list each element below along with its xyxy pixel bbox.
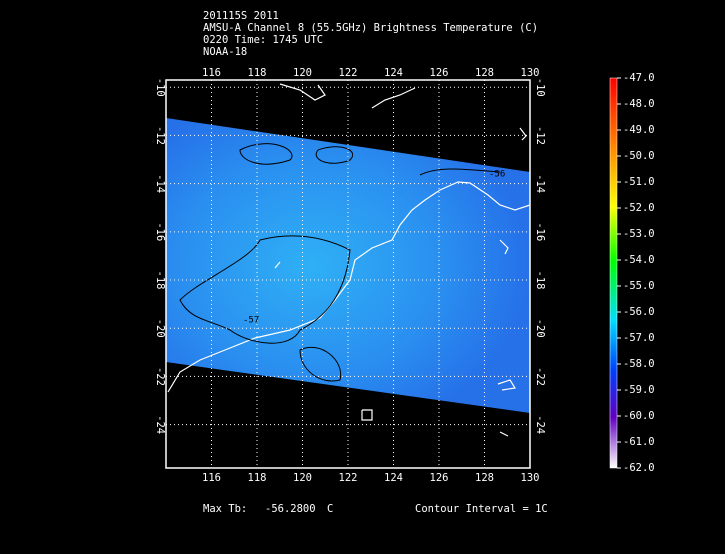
y-tick-label: -20 <box>534 319 546 338</box>
colorbar-label: -48.0 <box>623 98 655 110</box>
max-label: Max Tb: <box>203 503 247 515</box>
x-tick-label: 116 <box>202 472 221 484</box>
y-tick-label: -16 <box>534 222 546 241</box>
y-tick-label: -16 <box>154 222 166 241</box>
y-tick-label: -22 <box>154 367 166 386</box>
colorbar-label: -50.0 <box>623 150 655 162</box>
x-tick-label: 122 <box>339 472 358 484</box>
colorbar-label: -62.0 <box>623 462 655 474</box>
x-tick-label: 118 <box>248 67 267 79</box>
colorbar-label: -58.0 <box>623 358 655 370</box>
x-tick-label: 124 <box>384 472 403 484</box>
x-tick-label: 130 <box>521 67 540 79</box>
title-line: 201115S 2011 <box>203 10 279 22</box>
contour-label: -57 <box>243 316 259 326</box>
title-line: NOAA-18 <box>203 46 247 58</box>
x-tick-label: 130 <box>521 472 540 484</box>
colorbar <box>609 77 618 469</box>
y-tick-label: -10 <box>154 78 166 97</box>
colorbar-label: -60.0 <box>623 410 655 422</box>
y-tick-label: -10 <box>534 78 546 97</box>
x-tick-label: 126 <box>430 67 449 79</box>
y-tick-label: -18 <box>534 271 546 290</box>
y-tick-label: -22 <box>534 367 546 386</box>
colorbar-label: -53.0 <box>623 228 655 240</box>
max-unit: C <box>327 503 333 515</box>
y-tick-label: -18 <box>154 271 166 290</box>
map-frame <box>165 79 531 469</box>
colorbar-label: -54.0 <box>623 254 655 266</box>
y-tick-label: -14 <box>154 174 166 193</box>
contours <box>179 143 501 382</box>
x-tick-label: 120 <box>293 67 312 79</box>
x-tick-label: 120 <box>293 472 312 484</box>
colorbar-label: -47.0 <box>623 72 655 84</box>
colorbar-label: -49.0 <box>623 124 655 136</box>
x-tick-label: 122 <box>339 67 358 79</box>
contour-interval: Contour Interval = 1C <box>415 503 548 515</box>
title-line: 0220 Time: 1745 UTC <box>203 34 323 46</box>
y-tick-label: -20 <box>154 319 166 338</box>
x-tick-label: 124 <box>384 67 403 79</box>
x-tick-label: 118 <box>248 472 267 484</box>
x-tick-label: 128 <box>475 472 494 484</box>
y-tick-label: -24 <box>534 415 546 434</box>
colorbar-label: -51.0 <box>623 176 655 188</box>
colorbar-labels: -47.0 -48.0 -49.0 -50.0 -51.0 -52.0 -53.0 -54.0… <box>617 72 655 474</box>
colorbar-label: -61.0 <box>623 436 655 448</box>
y-tick-label: -24 <box>154 415 166 434</box>
axis-labels: 116 116 118 118 120 120 122 122 124 124 126 126 128 1… <box>154 67 546 484</box>
title-line: AMSU-A Channel 8 (55.5GHz) Brightness Te… <box>203 22 538 34</box>
y-tick-label: -12 <box>534 126 546 145</box>
coastlines <box>167 83 531 437</box>
colorbar-label: -56.0 <box>623 306 655 318</box>
x-tick-label: 116 <box>202 67 221 79</box>
colorbar-label: -57.0 <box>623 332 655 344</box>
y-tick-label: -12 <box>154 126 166 145</box>
colorbar-label: -52.0 <box>623 202 655 214</box>
colorbar-label: -59.0 <box>623 384 655 396</box>
contour-label: -56 <box>489 170 505 180</box>
colorbar-label: -55.0 <box>623 280 655 292</box>
max-value: -56.2800 <box>265 503 316 515</box>
x-tick-label: 126 <box>430 472 449 484</box>
y-tick-label: -14 <box>534 174 546 193</box>
x-tick-label: 128 <box>475 67 494 79</box>
